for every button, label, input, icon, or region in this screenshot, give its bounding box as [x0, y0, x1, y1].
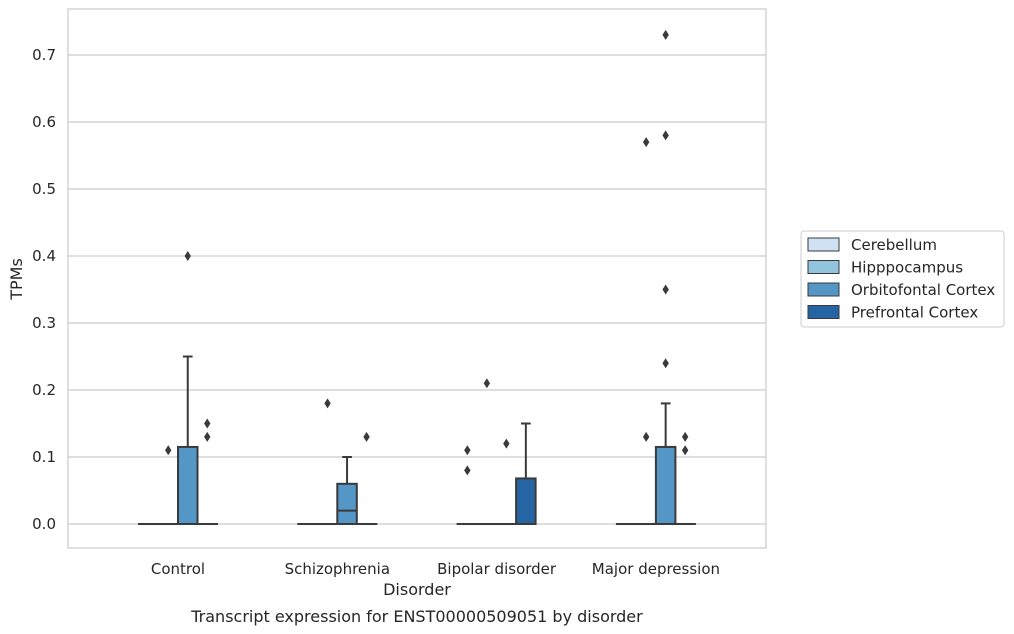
- box-orbitofontal-cortex: [336, 482, 358, 525]
- y-tick-label: 0.5: [32, 180, 56, 198]
- chart-caption: Transcript expression for ENST0000050905…: [190, 607, 643, 626]
- box-orbitofontal-cortex: [177, 445, 199, 526]
- legend: Cerebellum Hipppocampus Orbitofontal Corte…: [800, 230, 1005, 328]
- outlier-point: [662, 284, 669, 295]
- y-tick-label: 0.6: [32, 113, 56, 131]
- legend-label: Orbitofontal Cortex: [851, 281, 995, 299]
- outlier-point: [324, 398, 331, 409]
- outlier-point: [204, 431, 211, 442]
- outlier-point: [464, 445, 471, 456]
- outlier-point: [483, 378, 491, 389]
- legend-swatch: [807, 305, 840, 319]
- outlier-point: [165, 445, 172, 456]
- x-axis-ticks: Control Schizophrenia Bipolar disorder Majo…: [151, 560, 720, 578]
- outlier-point: [662, 130, 669, 141]
- legend-swatch: [807, 237, 840, 252]
- outlier-point: [464, 465, 471, 476]
- y-tick-label: 0.4: [32, 247, 56, 265]
- legend-label: Hipppocampus: [851, 259, 963, 277]
- outlier-point: [642, 431, 650, 442]
- x-tick-label: Control: [151, 560, 205, 578]
- outlier-point: [503, 438, 510, 449]
- outlier-point: [204, 418, 211, 429]
- plot-frame: [67, 8, 767, 549]
- legend-label: Prefrontal Cortex: [851, 304, 978, 322]
- y-tick-label: 0.3: [32, 314, 56, 332]
- outlier-point: [184, 251, 191, 261]
- x-tick-label: Schizophrenia: [285, 560, 390, 578]
- y-tick-label: 0.7: [32, 46, 56, 64]
- y-tick-label: 0.1: [32, 448, 56, 466]
- x-tick-label: Major depression: [592, 560, 720, 578]
- y-tick-label: 0.0: [32, 515, 56, 533]
- legend-swatch: [807, 260, 840, 274]
- y-axis-title: TPMs: [7, 258, 26, 301]
- x-tick-label: Bipolar disorder: [437, 560, 557, 578]
- outlier-point: [662, 358, 669, 369]
- box-plot-area: [138, 29, 696, 526]
- x-axis-title: Disorder: [383, 580, 451, 599]
- legend-swatch: [807, 282, 840, 297]
- outlier-point: [363, 431, 370, 442]
- outlier-point: [642, 137, 650, 148]
- outlier-point: [681, 445, 689, 456]
- legend-label: Cerebellum: [851, 236, 937, 254]
- outlier-point: [662, 29, 669, 40]
- legend-frame: [800, 230, 1005, 328]
- box-orbitofontal-cortex: [654, 445, 677, 526]
- outlier-point: [681, 431, 689, 442]
- box-prefrontal-cortex: [515, 477, 537, 526]
- y-axis-ticks: 0.0 0.1 0.2 0.3 0.4 0.5 0.6 0.7: [32, 46, 56, 533]
- y-tick-label: 0.2: [32, 381, 56, 399]
